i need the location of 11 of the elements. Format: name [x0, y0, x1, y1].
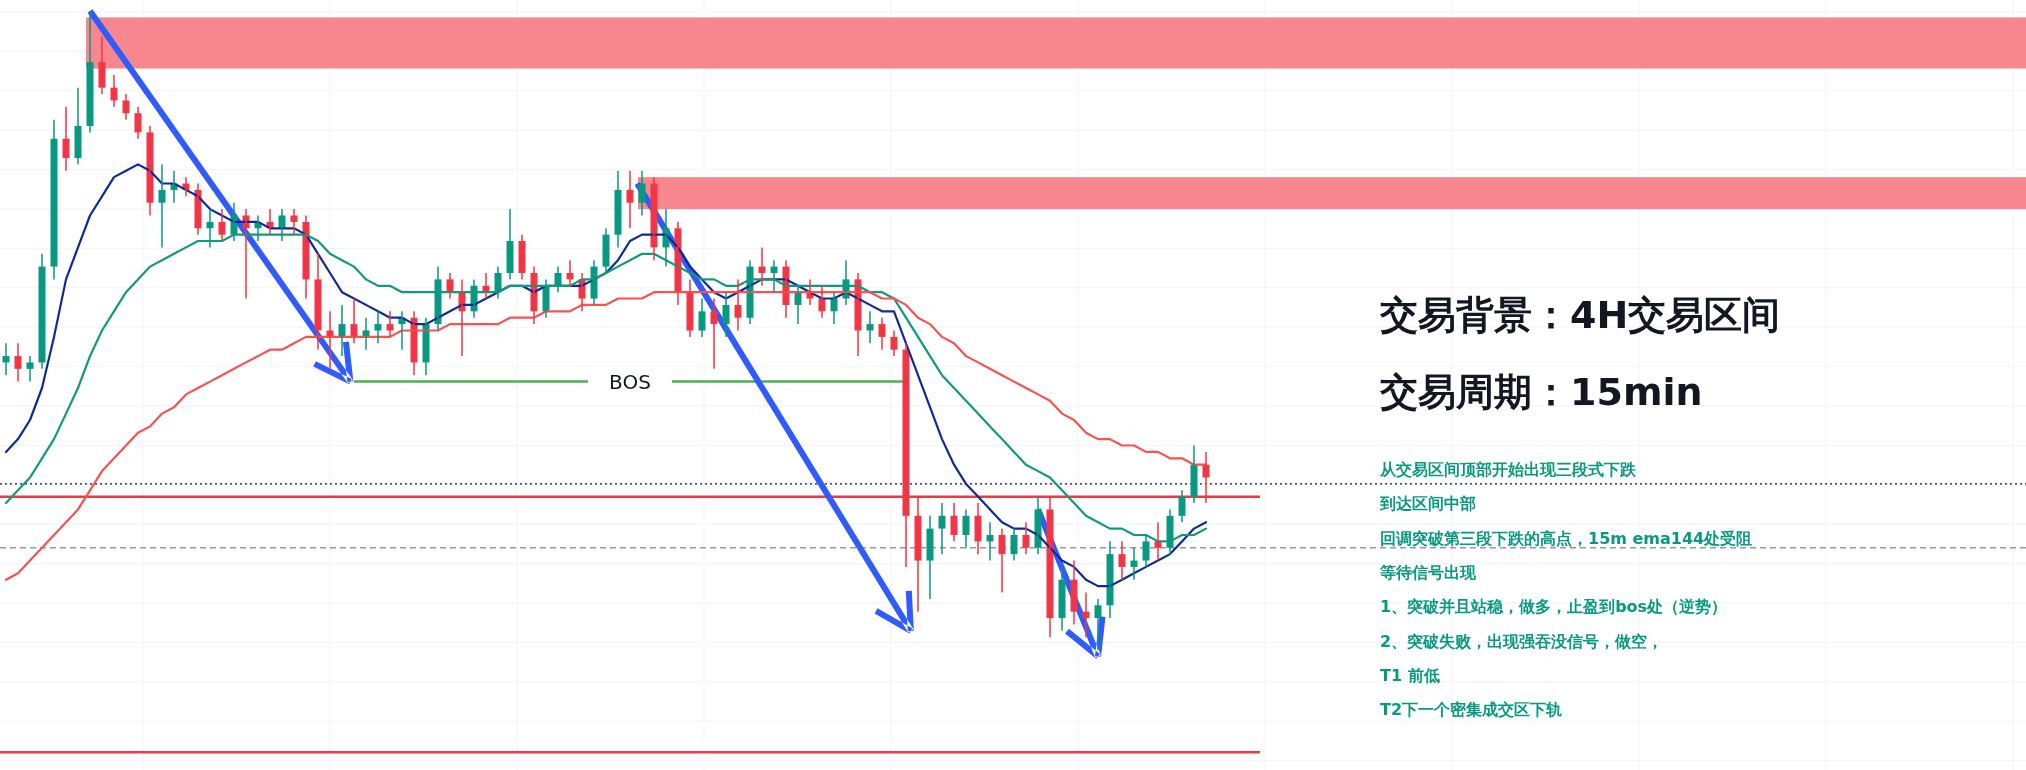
text: 交易周期：15min — [1379, 370, 1703, 414]
text: 交易背景：4H交易区间 — [1379, 293, 1781, 337]
text: 2、突破失败，出现强吞没信号，做空， — [1380, 631, 1664, 651]
text: T1 前低 — [1380, 665, 1440, 685]
text: 等待信号出现 — [1379, 562, 1477, 582]
text: 回调突破第三段下跌的高点，15m ema144处受阻 — [1380, 528, 1753, 548]
text: 从交易区间顶部开始出现三段式下跌 — [1379, 460, 1637, 479]
ref-line-label: BOS — [609, 369, 651, 394]
text: 1、突破并且站稳，做多，止盈到bos处（逆势） — [1380, 597, 1728, 617]
text: 到达区间中部 — [1379, 494, 1476, 514]
text: T2下一个密集成交区下轨 — [1380, 700, 1563, 720]
